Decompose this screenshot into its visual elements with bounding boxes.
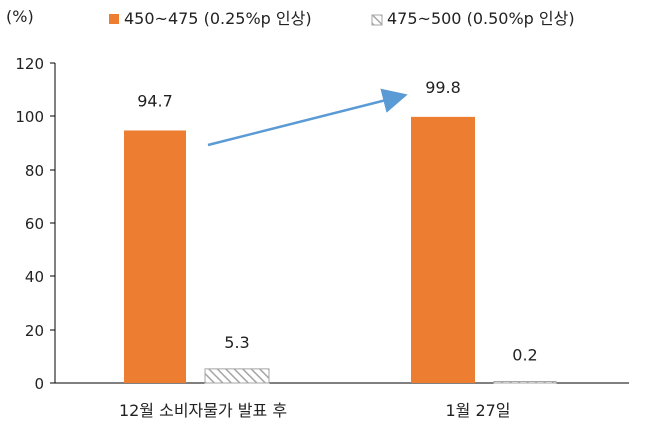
y-tick-label-2: 40 — [25, 268, 44, 286]
legend-swatch-series-2 — [371, 14, 383, 26]
y-tick-0: 0 — [34, 375, 55, 393]
bar-series-2-category-1 — [204, 368, 270, 384]
legend: 450~475 (0.25%p 인상) 475~500 (0.50%p 인상) — [109, 9, 575, 28]
data-label-series-1-category-1: 94.7 — [137, 91, 173, 110]
data-label-series-2-category-1: 5.3 — [224, 333, 249, 352]
bar-series-1-category-1 — [124, 130, 186, 383]
y-axis-label: (%) — [6, 7, 34, 26]
y-tick-label-5: 100 — [15, 108, 44, 126]
y-tick-4: 80 — [25, 162, 55, 180]
bar-series-1-category-2 — [411, 116, 475, 383]
y-tick-label-6: 120 — [15, 55, 44, 73]
y-tick-2: 40 — [25, 268, 55, 286]
x-tick-label-category-1: 12월 소비자물가 발표 후 — [119, 401, 287, 420]
y-tick-label-4: 80 — [25, 162, 44, 180]
y-tick-label-1: 20 — [25, 322, 44, 340]
data-label-series-1-category-2: 99.8 — [425, 78, 461, 97]
legend-swatch-series-1 — [109, 14, 119, 24]
y-tick-6: 120 — [15, 55, 55, 73]
y-tick-3: 60 — [25, 215, 55, 233]
legend-label-series-1: 450~475 (0.25%p 인상) — [124, 9, 312, 28]
bar-series-2-category-2 — [493, 381, 557, 384]
x-tick-label-category-2: 1월 27일 — [445, 401, 510, 420]
y-tick-1: 20 — [25, 322, 55, 340]
data-label-series-2-category-2: 0.2 — [512, 346, 537, 365]
y-tick-5: 100 — [15, 108, 55, 126]
legend-label-series-2: 475~500 (0.50%p 인상) — [387, 9, 575, 28]
y-tick-label-3: 60 — [25, 215, 44, 233]
y-tick-label-0: 0 — [34, 375, 44, 393]
trend-arrow — [207, 88, 408, 147]
